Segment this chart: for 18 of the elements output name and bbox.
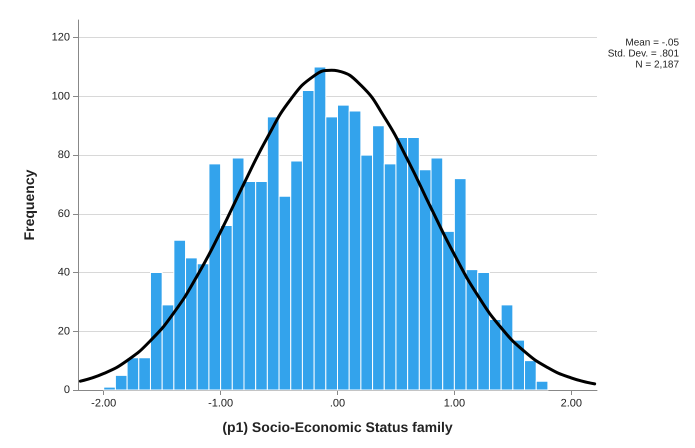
y-tick-label: 0 — [64, 384, 70, 396]
text: Std. Dev. = .801 — [608, 48, 680, 60]
y-tick-label: 100 — [52, 90, 70, 102]
text: N = 2,187 — [635, 60, 680, 70]
x-tick-label: -1.00 — [208, 398, 234, 410]
text: Mean = -.05 — [625, 38, 680, 48]
x-axis-title: (p1) Socio-Economic Status family — [222, 419, 453, 435]
y-axis-title: Frequency — [21, 169, 37, 240]
x-tick-label: 2.00 — [560, 398, 582, 410]
y-tick-label: 20 — [58, 325, 70, 338]
line-series — [78, 68, 596, 386]
x-tick-label: -2.00 — [91, 398, 116, 410]
y-tick-label: 80 — [58, 149, 70, 162]
y-tick-label: 120 — [52, 32, 70, 44]
x-tick-label: 1.00 — [444, 398, 466, 410]
y-tick-label: 60 — [58, 208, 70, 220]
y-tick-label: 40 — [58, 266, 70, 279]
x-tick-label: .00 — [330, 398, 346, 410]
